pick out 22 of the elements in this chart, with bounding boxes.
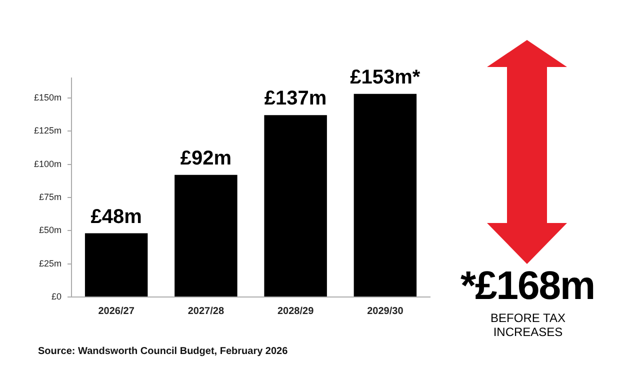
x-tick-label: 2026/27 bbox=[98, 306, 135, 317]
bar bbox=[84, 233, 148, 296]
x-tick-label: 2029/30 bbox=[367, 306, 404, 317]
bar bbox=[264, 115, 327, 296]
y-tick-label: £100m bbox=[34, 158, 62, 169]
source-note: Source: Wandsworth Council Budget, February 2026 bbox=[38, 346, 288, 357]
x-tick-label: 2027/28 bbox=[188, 306, 224, 317]
y-tick-label: £150m bbox=[34, 92, 62, 102]
y-tick-label: £0 bbox=[52, 291, 62, 302]
bar bbox=[174, 174, 238, 296]
data-label: £137m bbox=[264, 88, 327, 110]
y-tick-label: £75m bbox=[39, 192, 62, 202]
data-label: £92m bbox=[180, 147, 232, 170]
data-label: £153m* bbox=[350, 66, 420, 88]
data-label: £48m bbox=[90, 206, 142, 228]
y-tick-label: £125m bbox=[34, 126, 62, 136]
text: BEFORE TAX INCREASES bbox=[490, 311, 566, 339]
bar bbox=[354, 94, 417, 296]
text: *£168m bbox=[459, 264, 596, 309]
y-tick-label: £50m bbox=[39, 225, 62, 236]
y-tick-label: £25m bbox=[39, 258, 62, 268]
x-tick-label: 2028/29 bbox=[277, 306, 314, 317]
